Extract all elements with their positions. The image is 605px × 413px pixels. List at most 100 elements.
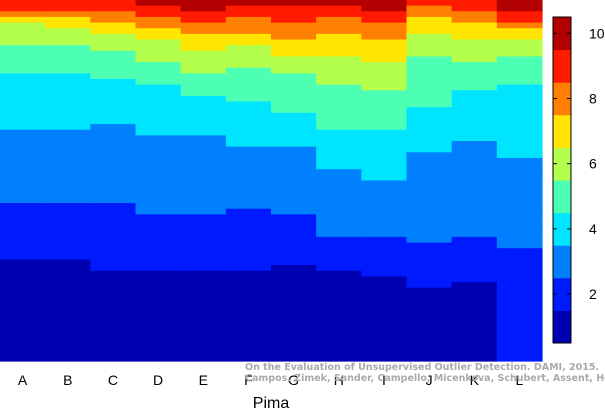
colorbar-tick-label: 8 xyxy=(589,91,597,107)
heatmap-cell xyxy=(496,56,543,63)
heatmap-cell xyxy=(271,298,317,306)
heatmap-cell xyxy=(451,33,498,41)
heatmap-cell xyxy=(451,62,498,69)
heatmap-cell xyxy=(90,62,137,69)
heatmap-cell xyxy=(0,135,46,142)
heatmap-cell xyxy=(180,219,227,227)
heatmap-cell xyxy=(135,315,182,323)
heatmap-cell xyxy=(496,355,543,362)
heatmap-cell xyxy=(0,242,46,249)
heatmap-cell xyxy=(451,11,498,18)
heatmap-cell xyxy=(225,276,272,283)
heatmap-cell xyxy=(496,191,543,199)
heatmap-cell xyxy=(180,186,227,193)
heatmap-cell xyxy=(225,118,272,125)
heatmap-cell xyxy=(45,112,91,120)
heatmap-cell xyxy=(361,152,408,159)
heatmap-cell xyxy=(180,203,227,210)
x-tick-label: H xyxy=(334,372,344,388)
heatmap-cell xyxy=(271,259,317,266)
heatmap-cell xyxy=(271,152,317,159)
heatmap-cell xyxy=(135,321,182,328)
heatmap-cell xyxy=(90,78,137,86)
heatmap-cell xyxy=(90,219,137,227)
heatmap-cell xyxy=(316,16,362,24)
heatmap-cell xyxy=(451,124,498,131)
heatmap-cell xyxy=(90,5,137,12)
heatmap-cell xyxy=(316,118,362,125)
heatmap-cell xyxy=(451,282,498,289)
heatmap-cell xyxy=(361,95,408,103)
heatmap-cell xyxy=(496,203,543,210)
heatmap-cell xyxy=(45,90,91,97)
heatmap-cell xyxy=(135,197,182,204)
heatmap-cell xyxy=(135,73,182,80)
heatmap-cell xyxy=(225,0,272,7)
heatmap-cell xyxy=(225,5,272,12)
credit-line-1: On the Evaluation of Unsupervised Outlie… xyxy=(245,362,599,373)
heatmap-cell xyxy=(496,78,543,86)
heatmap-cell xyxy=(361,73,408,80)
heatmap-cell xyxy=(496,16,543,24)
heatmap-cell xyxy=(451,169,498,176)
heatmap-cell xyxy=(225,107,272,114)
heatmap-cell xyxy=(451,236,498,244)
colorbar-band xyxy=(553,17,571,51)
heatmap-cell xyxy=(271,344,317,351)
heatmap-cell xyxy=(225,95,272,103)
heatmap-cell xyxy=(0,22,46,29)
heatmap-cell xyxy=(361,141,408,148)
heatmap-cell xyxy=(90,118,137,125)
heatmap-cell xyxy=(45,146,91,153)
heatmap-cell xyxy=(225,321,272,328)
heatmap-cell xyxy=(135,242,182,249)
heatmap-cell xyxy=(406,208,453,215)
heatmap-cell xyxy=(180,344,227,351)
heatmap-cell xyxy=(271,5,317,12)
heatmap-cell xyxy=(316,248,362,255)
heatmap-cell xyxy=(180,16,227,24)
heatmap-cell xyxy=(361,163,408,170)
heatmap-cell xyxy=(45,174,91,182)
heatmap-cell xyxy=(90,95,137,103)
heatmap-cell xyxy=(225,146,272,153)
heatmap-cell xyxy=(496,180,543,187)
heatmap-cell xyxy=(406,225,453,232)
heatmap-cell xyxy=(45,180,91,187)
heatmap-cell xyxy=(0,315,46,323)
heatmap-cell xyxy=(225,236,272,244)
heatmap-cell xyxy=(180,33,227,41)
heatmap-cell xyxy=(406,186,453,193)
heatmap-cell xyxy=(135,62,182,69)
heatmap-cell xyxy=(451,265,498,272)
x-tick-label: A xyxy=(18,372,28,388)
heatmap-cell xyxy=(45,338,91,345)
heatmap-cell xyxy=(406,157,453,165)
colorbar-tick-label: 2 xyxy=(589,286,597,302)
heatmap-cell xyxy=(45,39,91,46)
heatmap-cell xyxy=(180,112,227,120)
heatmap-cell xyxy=(451,50,498,58)
heatmap-cell xyxy=(225,174,272,182)
heatmap-cell xyxy=(271,50,317,58)
heatmap-cell xyxy=(45,276,91,283)
heatmap-cell xyxy=(316,242,362,249)
heatmap-cell xyxy=(45,84,91,91)
credit-line-2: Campos, Zimek, Sander, Campello, Micenko… xyxy=(245,373,605,384)
heatmap-cell xyxy=(180,310,227,317)
heatmap-cell xyxy=(135,16,182,24)
heatmap-cell xyxy=(451,355,498,362)
heatmap-cell xyxy=(135,28,182,35)
heatmap-cell xyxy=(180,253,227,261)
heatmap-cell xyxy=(225,231,272,238)
heatmap-cell xyxy=(45,282,91,289)
heatmap-cell xyxy=(90,259,137,266)
x-tick-label: D xyxy=(153,372,163,388)
x-tick-label: K xyxy=(470,372,480,388)
heatmap-cell xyxy=(406,298,453,306)
heatmap-cell xyxy=(406,304,453,311)
heatmap-cell xyxy=(496,73,543,80)
heatmap-cell xyxy=(45,0,91,7)
heatmap-cell xyxy=(406,73,453,80)
x-tick-label: I xyxy=(382,372,386,388)
